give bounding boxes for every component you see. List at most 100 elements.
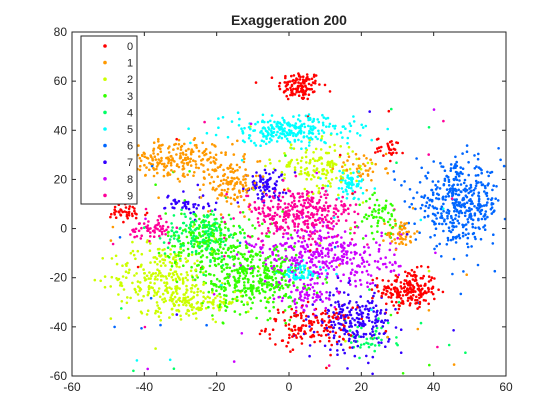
point-digit-3 bbox=[220, 285, 223, 289]
point-digit-2 bbox=[312, 151, 315, 154]
point-digit-7 bbox=[261, 178, 265, 181]
point-digit-6 bbox=[469, 214, 473, 218]
point-digit-3 bbox=[360, 220, 364, 223]
point-digit-9 bbox=[320, 187, 324, 190]
point-digit-6 bbox=[422, 196, 426, 199]
point-digit-2 bbox=[178, 299, 182, 303]
point-digit-9 bbox=[232, 217, 235, 220]
point-digit-2 bbox=[204, 306, 208, 310]
point-digit-3 bbox=[283, 309, 287, 312]
point-digit-1 bbox=[213, 168, 217, 171]
point-digit-3 bbox=[208, 264, 212, 268]
point-digit-7 bbox=[372, 306, 375, 310]
point-digit-3 bbox=[177, 254, 180, 257]
point-digit-9 bbox=[306, 219, 309, 222]
point-digit-9 bbox=[269, 199, 273, 203]
point-digit-8 bbox=[259, 246, 262, 249]
point-digit-5 bbox=[269, 119, 272, 123]
point-digit-3 bbox=[305, 288, 309, 292]
point-digit-5 bbox=[300, 124, 303, 127]
point-digit-0 bbox=[283, 319, 287, 322]
point-digit-0 bbox=[300, 314, 303, 318]
point-digit-5 bbox=[364, 124, 368, 128]
point-digit-9 bbox=[272, 232, 276, 235]
point-digit-1 bbox=[371, 170, 375, 174]
point-digit-5 bbox=[324, 269, 328, 272]
point-digit-3 bbox=[284, 283, 288, 286]
point-digit-3 bbox=[228, 266, 232, 270]
point-digit-6 bbox=[476, 157, 480, 161]
point-digit-6 bbox=[469, 190, 472, 193]
point-digit-0 bbox=[273, 317, 276, 321]
point-digit-3 bbox=[289, 233, 293, 237]
point-digit-9 bbox=[289, 194, 293, 198]
point-digit-7 bbox=[325, 326, 329, 330]
point-digit-1 bbox=[229, 180, 232, 183]
point-digit-6 bbox=[477, 202, 480, 206]
point-digit-8 bbox=[349, 251, 353, 254]
point-digit-3 bbox=[246, 257, 249, 261]
point-digit-0 bbox=[412, 286, 415, 289]
point-digit-2 bbox=[339, 175, 343, 178]
point-digit-8 bbox=[339, 257, 342, 261]
point-digit-0 bbox=[292, 87, 295, 91]
point-digit-4 bbox=[212, 213, 215, 216]
point-digit-3 bbox=[389, 202, 393, 206]
point-digit-2 bbox=[303, 187, 307, 191]
point-digit-6 bbox=[440, 214, 444, 218]
point-digit-3 bbox=[370, 231, 374, 235]
point-digit-4 bbox=[373, 349, 377, 353]
point-digit-7 bbox=[386, 319, 390, 322]
point-digit-0 bbox=[385, 289, 389, 293]
point-digit-3 bbox=[182, 264, 185, 268]
point-digit-4 bbox=[386, 321, 390, 325]
point-digit-1 bbox=[408, 239, 412, 243]
point-digit-0 bbox=[299, 75, 302, 79]
point-digit-7 bbox=[336, 349, 339, 352]
point-digit-2 bbox=[174, 255, 177, 259]
point-digit-0 bbox=[389, 148, 393, 152]
point-digit-0 bbox=[299, 326, 303, 330]
point-digit-6 bbox=[449, 238, 453, 242]
point-digit-0 bbox=[379, 149, 382, 153]
point-digit-1 bbox=[139, 159, 143, 163]
point-digit-8 bbox=[301, 216, 304, 219]
point-digit-3 bbox=[368, 197, 372, 201]
point-digit-2 bbox=[317, 187, 321, 190]
point-digit-2 bbox=[326, 163, 329, 167]
point-digit-3 bbox=[229, 244, 233, 248]
point-digit-4 bbox=[348, 329, 352, 332]
point-digit-2 bbox=[191, 284, 194, 287]
point-digit-4 bbox=[158, 237, 162, 240]
point-digit-3 bbox=[287, 296, 290, 299]
point-digit-3 bbox=[381, 209, 384, 213]
point-digit-1 bbox=[160, 156, 163, 160]
point-digit-2 bbox=[214, 320, 217, 324]
point-digit-0 bbox=[418, 305, 421, 309]
point-digit-0 bbox=[410, 268, 414, 272]
point-digit-7 bbox=[344, 314, 348, 317]
point-digit-7 bbox=[358, 306, 362, 309]
point-digit-6 bbox=[457, 188, 461, 192]
point-digit-2 bbox=[133, 274, 136, 277]
point-digit-1 bbox=[242, 198, 246, 202]
point-digit-0 bbox=[327, 314, 331, 318]
point-digit-1 bbox=[157, 146, 160, 149]
point-digit-9 bbox=[317, 201, 321, 204]
point-digit-3 bbox=[392, 209, 396, 212]
point-digit-5 bbox=[296, 118, 300, 121]
point-digit-4 bbox=[377, 344, 381, 347]
point-digit-5 bbox=[290, 131, 294, 135]
point-digit-3 bbox=[240, 268, 244, 271]
y-tick-label: -20 bbox=[50, 271, 68, 285]
point-digit-2 bbox=[196, 290, 199, 294]
point-digit-2 bbox=[171, 297, 174, 301]
point-digit-1 bbox=[212, 180, 216, 184]
point-digit-8 bbox=[302, 246, 305, 249]
point-digit-6 bbox=[463, 178, 467, 182]
point-digit-0 bbox=[335, 317, 338, 321]
point-digit-6 bbox=[454, 192, 458, 196]
point-digit-1 bbox=[167, 158, 171, 161]
point-digit-8 bbox=[348, 276, 351, 280]
point-digit-5 bbox=[277, 125, 281, 129]
